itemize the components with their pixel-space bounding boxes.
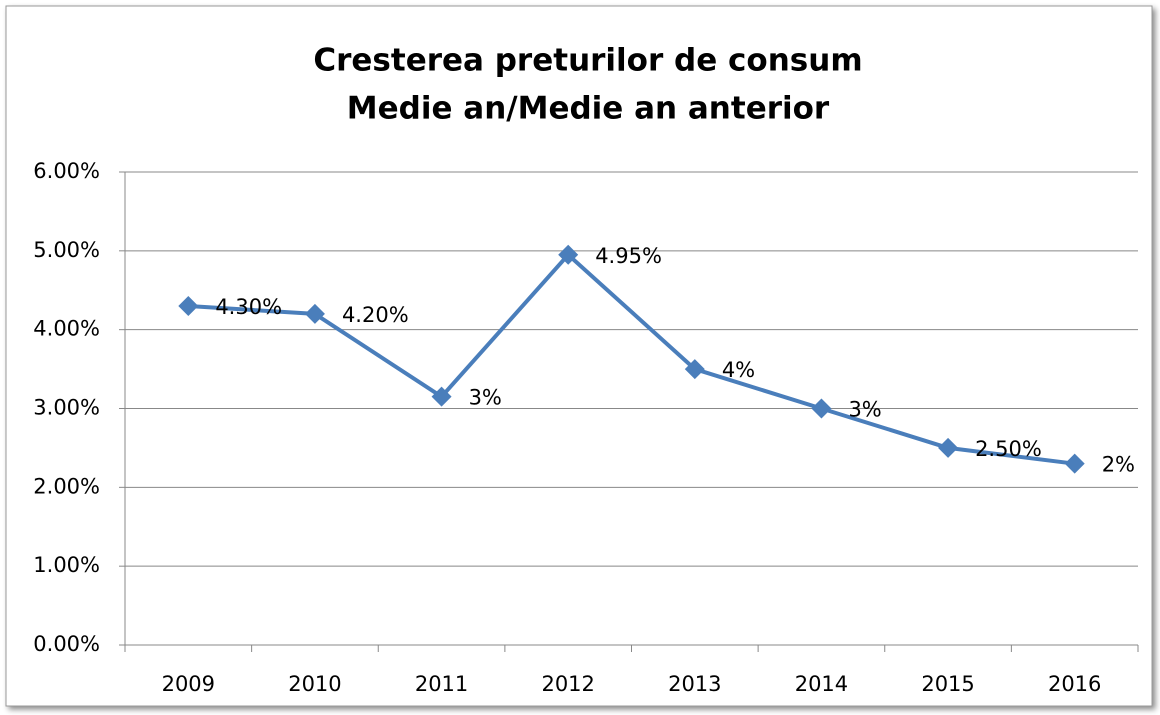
y-tick-label: 6.00% bbox=[33, 159, 100, 183]
y-tick-label: 2.00% bbox=[33, 474, 100, 498]
y-tick-label: 4.00% bbox=[33, 317, 100, 341]
x-tick-label: 2010 bbox=[288, 672, 341, 696]
y-tick-label: 0.00% bbox=[33, 632, 100, 656]
data-label: 4.20% bbox=[342, 303, 409, 327]
chart-title: Cresterea preturilor de consum bbox=[313, 43, 862, 79]
data-label: 3% bbox=[848, 398, 881, 422]
x-tick-label: 2014 bbox=[795, 672, 848, 696]
data-point bbox=[304, 303, 325, 324]
data-point bbox=[558, 244, 579, 265]
x-tick-label: 2016 bbox=[1048, 672, 1101, 696]
y-tick-label: 5.00% bbox=[33, 238, 100, 262]
data-point bbox=[938, 437, 959, 458]
data-point bbox=[431, 386, 452, 407]
chart-subtitle: Medie an/Medie an anterior bbox=[347, 91, 830, 127]
x-tick-label: 2011 bbox=[415, 672, 468, 696]
data-label: 4.95% bbox=[595, 244, 662, 268]
x-tick-label: 2013 bbox=[668, 672, 721, 696]
x-tick-label: 2009 bbox=[162, 672, 215, 696]
data-label: 2.50% bbox=[975, 437, 1042, 461]
data-label: 4.30% bbox=[215, 295, 282, 319]
data-point bbox=[811, 398, 832, 419]
data-point bbox=[1064, 453, 1085, 474]
chart-frame bbox=[5, 5, 1153, 707]
data-point bbox=[684, 359, 705, 380]
x-tick-label: 2012 bbox=[541, 672, 594, 696]
data-label: 3% bbox=[469, 386, 502, 410]
series-line bbox=[188, 252, 1075, 466]
x-tick-label: 2015 bbox=[921, 672, 974, 696]
data-point bbox=[178, 296, 199, 317]
y-tick-label: 1.00% bbox=[33, 553, 100, 577]
data-label: 2% bbox=[1102, 453, 1135, 477]
data-label: 4% bbox=[722, 358, 755, 382]
y-tick-label: 3.00% bbox=[33, 396, 100, 420]
